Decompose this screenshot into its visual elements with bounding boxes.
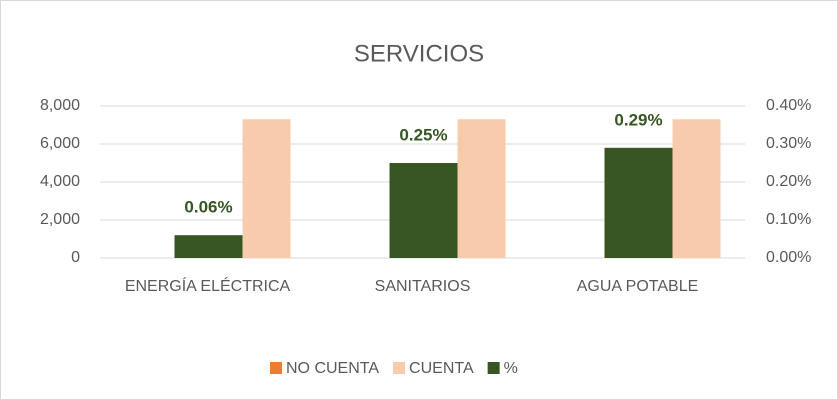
y2-tick-label: 0.40% [766,97,811,114]
y-tick-label: 2,000 [40,211,80,228]
y-tick-label: 0 [71,249,80,266]
y-tick-label: 6,000 [40,135,80,152]
data-label: 0.29% [614,110,662,129]
bar [457,119,506,258]
legend-label: CUENTA [409,360,474,377]
x-tick-label: SANITARIOS [375,278,471,295]
y-tick-label: 8,000 [40,97,80,114]
bar [672,119,721,258]
bar [174,235,243,258]
x-tick-label: AGUA POTABLE [577,278,699,295]
bar [242,119,291,258]
legend-swatch [487,362,500,374]
legend-label: NO CUENTA [286,360,379,377]
data-label: 0.06% [184,198,232,217]
chart-title: SERVICIOS [354,40,484,67]
legend-label: % [504,360,518,377]
y2-tick-label: 0.30% [766,135,811,152]
bar [389,163,458,258]
y2-tick-label: 0.20% [766,173,811,190]
y-tick-label: 4,000 [40,173,80,190]
legend-swatch [270,362,282,374]
x-tick-label: ENERGÍA ELÉCTRICA [125,276,291,295]
bar [604,147,673,258]
y2-tick-label: 0.10% [766,211,811,228]
data-label: 0.25% [399,125,447,144]
y2-tick-label: 0.00% [766,249,811,266]
legend-swatch [393,362,406,374]
